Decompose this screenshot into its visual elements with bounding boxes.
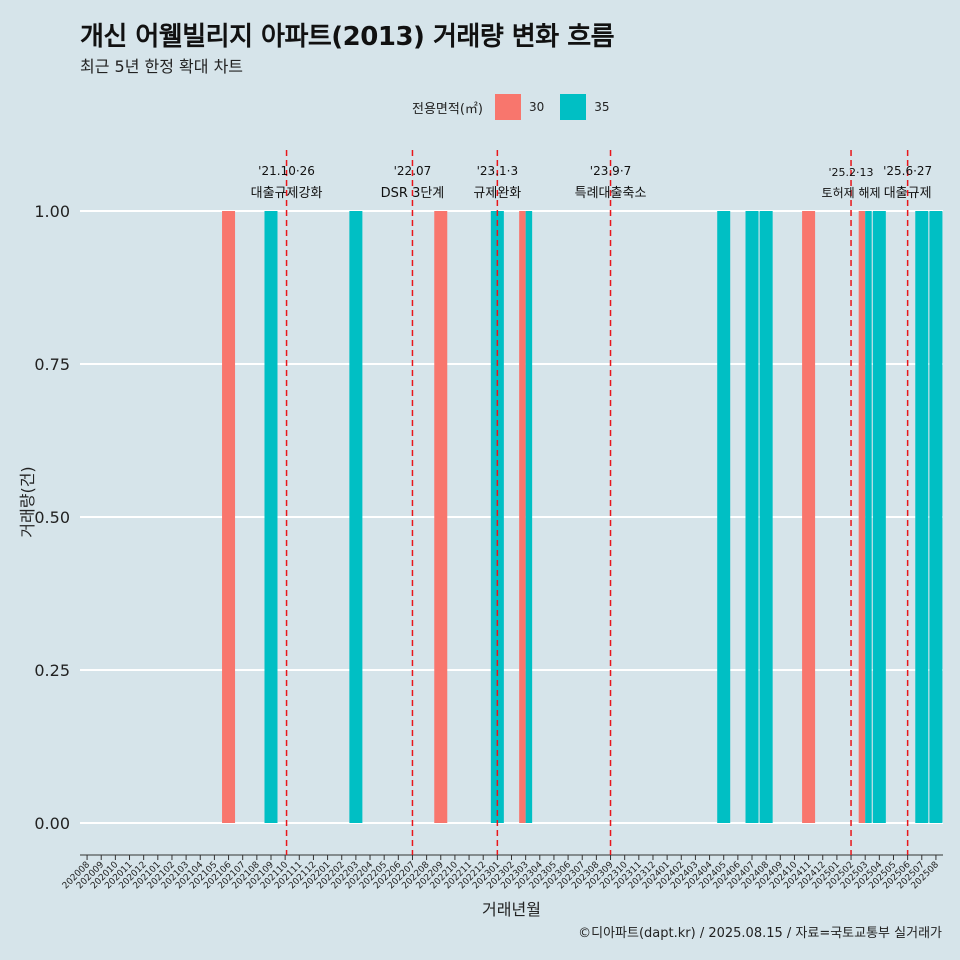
bar-35-202504 xyxy=(872,211,886,823)
legend-key-35 xyxy=(560,94,587,120)
y-tick-label: 0.00 xyxy=(34,814,70,833)
event-name-label: 특례대출축소 xyxy=(575,186,647,201)
y-axis-title: 거래량(건) xyxy=(18,466,37,537)
bar-35-202508 xyxy=(929,211,943,823)
event-name-label: 규제완화 xyxy=(473,186,521,201)
bar-35-202408 xyxy=(759,211,773,823)
y-tick-label: 0.75 xyxy=(34,355,70,374)
event-name-label: DSR 3단계 xyxy=(381,186,445,201)
bar-35-202303 xyxy=(525,211,533,823)
event-name-label: 토허제 해제 xyxy=(822,186,881,200)
event-date-label: '21.10·26 xyxy=(258,164,315,178)
event-name-label: 대출규제강화 xyxy=(251,186,323,201)
bar-30-202106 xyxy=(222,211,236,823)
event-name-label: 대출규제 xyxy=(884,186,932,201)
bar-35-202109 xyxy=(264,211,278,823)
y-tick-label: 0.50 xyxy=(34,508,70,527)
bar-30-202503 xyxy=(858,211,866,823)
event-date-label: '25.6·27 xyxy=(883,164,932,178)
legend-label-35: 35 xyxy=(594,100,610,114)
event-date-label: '22.07 xyxy=(394,164,432,178)
event-date-label: '23.9·7 xyxy=(590,164,631,178)
bar-30-202209 xyxy=(434,211,448,823)
bar-35-202405 xyxy=(717,211,731,823)
legend-key-30 xyxy=(494,94,521,120)
y-tick-label: 0.25 xyxy=(34,661,70,680)
event-date-label: '23.1·3 xyxy=(477,164,518,178)
chart-title: 개신 어웰빌리지 아파트(2013) 거래량 변화 흐름 xyxy=(80,22,615,52)
bar-35-202507 xyxy=(915,211,929,823)
event-date-label: '25.2·13 xyxy=(829,166,874,179)
caption: ©디아파트(dapt.kr) / 2025.08.15 / 자료=국토교통부 실… xyxy=(578,926,942,941)
legend-title: 전용면적(㎡) xyxy=(412,101,483,117)
chart-subtitle: 최근 5년 한정 확대 차트 xyxy=(80,57,244,76)
bar-35-202407 xyxy=(745,211,759,823)
bar-30-202411 xyxy=(802,211,816,823)
legend: 전용면적(㎡) 30 35 xyxy=(412,93,620,121)
y-tick-label: 1.00 xyxy=(34,202,70,221)
bar-35-202301 xyxy=(490,211,504,823)
bar-30-202303 xyxy=(519,211,526,823)
legend-label-30: 30 xyxy=(528,100,545,114)
x-axis-title: 거래년월 xyxy=(482,900,541,919)
bar-35-202503 xyxy=(865,211,872,823)
bar-35-202203 xyxy=(349,211,363,823)
